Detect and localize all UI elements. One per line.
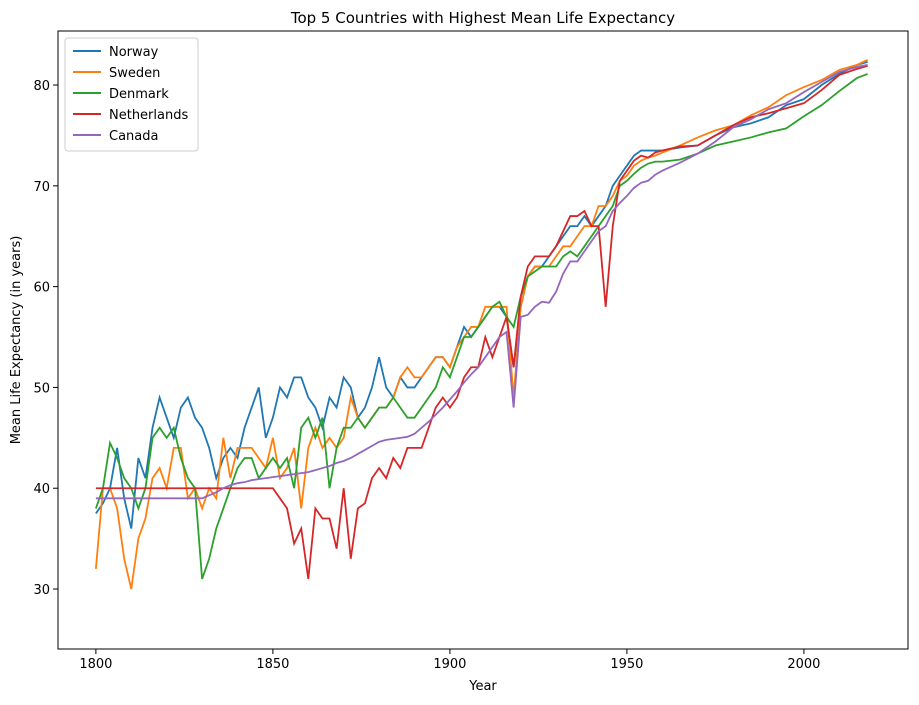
x-tick-label: 2000 [787,657,820,672]
y-tick-label: 50 [33,381,50,396]
y-tick-label: 70 [33,180,50,195]
x-tick-label: 1850 [256,657,289,672]
y-tick-label: 60 [33,281,50,296]
series-line [95,63,868,500]
legend-label: Netherlands [109,108,188,123]
y-tick-label: 40 [33,482,50,497]
series-line [94,59,869,590]
series-line [95,65,868,580]
series-line [95,73,868,580]
x-tick-label: 1950 [610,657,643,672]
x-tick-label: 1900 [433,657,466,672]
plot-frame [57,30,909,650]
legend-box [64,37,199,152]
x-axis-label: Year [468,679,497,694]
legend-label: Canada [109,129,158,144]
chart-title: Top 5 Countries with Highest Mean Life E… [290,9,675,27]
y-tick-label: 30 [33,583,50,598]
x-tick-label: 1800 [79,657,112,672]
y-axis-label: Mean Life Expectancy (in years) [9,236,24,445]
legend-label: Norway [109,45,159,60]
y-tick-label: 80 [33,79,50,94]
legend-label: Sweden [109,66,160,81]
legend-label: Denmark [109,87,169,102]
series-line [95,60,868,529]
